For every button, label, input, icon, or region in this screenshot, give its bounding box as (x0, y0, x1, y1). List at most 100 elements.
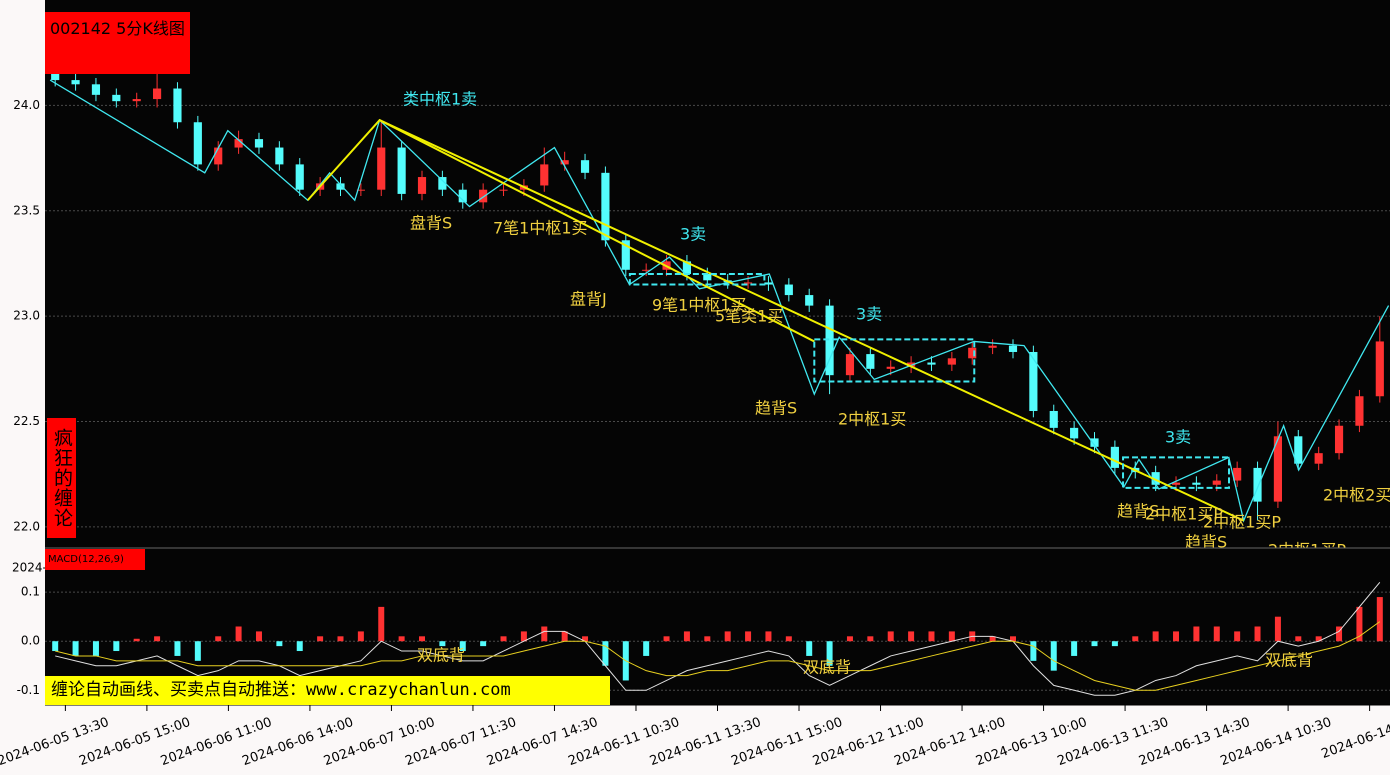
macd-bar (194, 641, 201, 661)
candle-body (1008, 345, 1018, 352)
macd-bar (276, 641, 283, 647)
chan-line (49, 79, 1390, 523)
macd-bar (582, 636, 589, 642)
macd-bar (174, 641, 181, 656)
candle-body (988, 345, 997, 348)
candle-body (132, 99, 141, 102)
macd-bar (215, 636, 222, 642)
macd-bar (52, 641, 59, 652)
candle-body (193, 122, 202, 165)
candle-body (417, 177, 427, 194)
macd-bar (1152, 631, 1159, 642)
y-tick-label: 0.0 (21, 634, 40, 648)
annotation: 趋背S (1117, 502, 1159, 521)
y-tick-label: 24.0 (13, 98, 40, 112)
annotation: 趋背S (755, 399, 797, 418)
macd-bar (1234, 631, 1241, 642)
macd-bar (317, 636, 324, 642)
candle-body (927, 362, 936, 365)
candle-body (438, 177, 447, 190)
macd-bar (1213, 626, 1220, 642)
macd-bar (643, 641, 650, 656)
candle-body (1233, 467, 1242, 481)
macd-line (55, 582, 1381, 696)
macd-bar (1030, 641, 1037, 661)
candle-body (1273, 436, 1282, 502)
macd-bar (602, 641, 609, 666)
y-tick-label: -0.1 (17, 683, 40, 697)
candle-body (356, 189, 365, 191)
macd-bar (133, 638, 140, 642)
annotation: 双底背 (1265, 651, 1313, 670)
annotation: 7笔1中枢1买 (493, 219, 588, 238)
candle-body (560, 160, 569, 165)
macd-bar (1315, 636, 1322, 642)
annotation: 2中枢1买P (1203, 513, 1281, 532)
annotation: 3卖 (680, 225, 706, 244)
annotation: 2中枢1买 (838, 410, 906, 429)
macd-bar (1376, 597, 1383, 642)
annotation: 9笔1中枢1买 (652, 296, 747, 315)
chan-line (379, 119, 815, 343)
candle-body (866, 354, 875, 369)
pivot-box (813, 338, 976, 383)
candle-body (1355, 396, 1364, 426)
candle-body (112, 94, 121, 102)
candle-body (1049, 411, 1058, 428)
macd-bar (908, 631, 915, 642)
annotation: 5笔类1买 (715, 307, 783, 326)
macd-bar (72, 641, 79, 656)
macd-bar (480, 641, 487, 647)
macd-bar (867, 636, 874, 642)
macd-bar (948, 631, 955, 642)
y-tick-label: 23.0 (13, 309, 40, 323)
pivot-box (628, 273, 766, 286)
annotation: 双底背 (803, 658, 851, 677)
candle-body (51, 73, 60, 81)
pivot-box (1122, 456, 1231, 489)
candle-body (764, 282, 773, 285)
candle-body (91, 84, 101, 95)
macd-bar (1336, 626, 1343, 642)
macd-bar (419, 636, 426, 642)
candle-body (1334, 425, 1344, 454)
candle-body (642, 269, 651, 271)
macd-bar (1356, 606, 1363, 642)
candle-body (214, 147, 223, 165)
candle-body (1029, 351, 1038, 411)
candle-body (1253, 467, 1262, 502)
macd-bar (724, 631, 731, 642)
macd-bar (1111, 641, 1118, 647)
axis-fragment: 2024- (12, 561, 47, 575)
candle-body (886, 366, 895, 369)
annotation: 2中枢1买P (1145, 505, 1223, 524)
macd-bar (398, 636, 405, 642)
candle-body (1192, 482, 1201, 485)
candle-body (295, 164, 304, 190)
candle-body (479, 189, 488, 203)
macd-bar (1274, 616, 1281, 642)
candle-body (234, 139, 243, 148)
macd-bar (1193, 626, 1200, 642)
candle-body (377, 147, 386, 190)
candle-body (621, 240, 630, 270)
candle-body (968, 347, 977, 359)
candle-body (458, 189, 467, 203)
candle-body (1070, 427, 1079, 439)
banner: 缠论自动画线、买卖点自动推送：www.crazychanlun.com (45, 676, 610, 705)
macd-bar (1009, 636, 1016, 642)
candle-body (601, 172, 610, 241)
candle-body (153, 88, 162, 100)
annotation: 盘背S (410, 214, 452, 233)
candle-body (254, 139, 264, 148)
macd-bar (92, 641, 99, 656)
macd-bar (378, 606, 385, 642)
macd-bar (439, 641, 446, 647)
macd-bar (459, 641, 466, 652)
macd-bar (745, 631, 752, 642)
macd-bar (113, 641, 120, 652)
macd-bar (806, 641, 813, 656)
